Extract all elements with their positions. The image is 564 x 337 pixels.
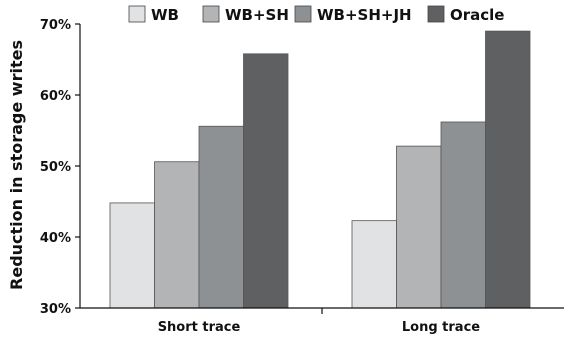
legend-swatch: [294, 5, 312, 23]
y-axis-ticks: 30% 40% 50% 60% 70%: [40, 18, 80, 317]
legend-label: WB: [151, 6, 179, 24]
y-tick-label: 60%: [40, 89, 71, 104]
bar-wb-sh-jh-short-trace: [198, 125, 244, 309]
bars: [109, 30, 531, 309]
legend: WB WB+SH WB+SH+JH Oracle: [128, 5, 504, 24]
bar-wb-sh-long-trace: [396, 145, 442, 309]
legend-label: WB+SH: [225, 6, 289, 24]
x-category-label: Short trace: [158, 320, 241, 335]
bar-oracle-long-trace: [485, 30, 531, 309]
y-axis-title: Reduction in storage writes: [7, 40, 26, 290]
x-axis-labels: Short trace Long trace: [158, 320, 481, 335]
bar-wb-short-trace: [109, 202, 155, 309]
legend-swatch: [427, 5, 445, 23]
y-tick-label: 70%: [40, 18, 71, 33]
y-tick-label: 30%: [40, 302, 71, 317]
legend-swatch: [202, 5, 220, 23]
x-category-label: Long trace: [402, 320, 480, 335]
bar-wb-long-trace: [351, 220, 397, 309]
legend-swatch: [128, 5, 146, 23]
legend-label: Oracle: [450, 6, 504, 24]
bar-wb-sh-jh-long-trace: [440, 121, 486, 309]
y-tick-label: 40%: [40, 231, 71, 246]
legend-label: WB+SH+JH: [317, 6, 412, 24]
bar-wb-sh-short-trace: [154, 161, 200, 309]
bar-oracle-short-trace: [243, 53, 289, 309]
y-tick-label: 50%: [40, 160, 71, 175]
